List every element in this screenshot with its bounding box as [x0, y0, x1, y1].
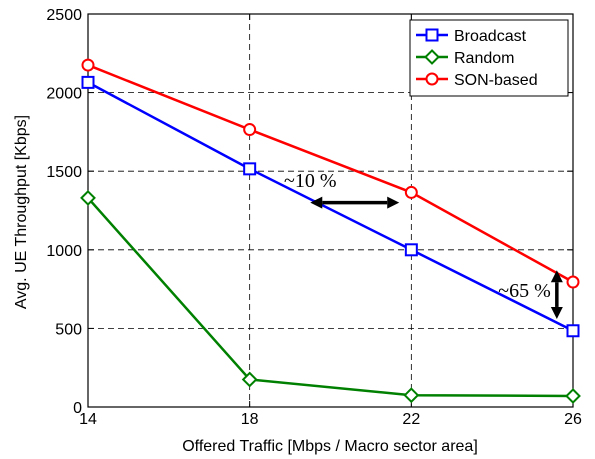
- series-line-son-based: [87, 63, 574, 284]
- data-point-random: [403, 387, 420, 404]
- legend-label-random: Random: [454, 50, 514, 67]
- y-tick-label: 1000: [46, 243, 82, 260]
- data-point-random: [80, 190, 96, 206]
- y-axis-label: Avg. UE Throughput [Kbps]: [13, 115, 30, 309]
- annotations: ~10 % ~65 %: [284, 170, 563, 319]
- plot-frame: [87, 13, 574, 408]
- axes: 14 18 22 26 0 500 1000 1500 2000 2500: [46, 7, 582, 428]
- annotation-label: ~65 %: [498, 280, 550, 302]
- data-point-son-based: [81, 58, 95, 72]
- series-line-random: [87, 197, 574, 398]
- data-point-son-based: [566, 275, 580, 289]
- x-tick-label: 26: [564, 411, 582, 428]
- legend-marker-random: [424, 49, 440, 65]
- annotation-arrow: [310, 196, 400, 209]
- y-tick-label: 1500: [46, 164, 82, 181]
- y-tick-label: 2500: [46, 7, 82, 24]
- legend-label-son-based: SON-based: [454, 72, 538, 89]
- data-point-broadcast: [243, 162, 257, 176]
- legend-label-broadcast: Broadcast: [454, 28, 527, 45]
- arrow-head: [310, 196, 323, 209]
- x-tick-label: 18: [241, 411, 259, 428]
- data-point-random: [241, 371, 258, 388]
- data-point-broadcast: [566, 324, 580, 338]
- series-layer: [80, 58, 581, 404]
- legend-marker-son-based: [425, 72, 439, 86]
- arrow-head: [550, 306, 563, 319]
- data-point-son-based: [243, 123, 257, 137]
- data-point-broadcast: [404, 243, 418, 257]
- y-tick-label: 2000: [46, 86, 82, 103]
- data-point-random: [565, 388, 581, 404]
- y-tick-label: 0: [73, 400, 82, 417]
- y-tick-label: 500: [55, 321, 82, 338]
- legend: Broadcast Random SON-based: [409, 19, 569, 97]
- annotation-arrow: [550, 270, 563, 319]
- x-tick-label: 22: [402, 411, 420, 428]
- series-line-broadcast: [87, 81, 574, 332]
- arrow-head: [550, 270, 563, 283]
- arrow-head: [387, 196, 400, 209]
- annotation-label: ~10 %: [284, 170, 336, 192]
- x-tick-label: 14: [79, 411, 97, 428]
- data-point-son-based: [404, 185, 418, 199]
- data-point-broadcast: [81, 75, 95, 89]
- legend-marker-broadcast: [425, 28, 439, 42]
- x-axis-label: Offered Traffic [Mbps / Macro sector are…: [182, 438, 478, 455]
